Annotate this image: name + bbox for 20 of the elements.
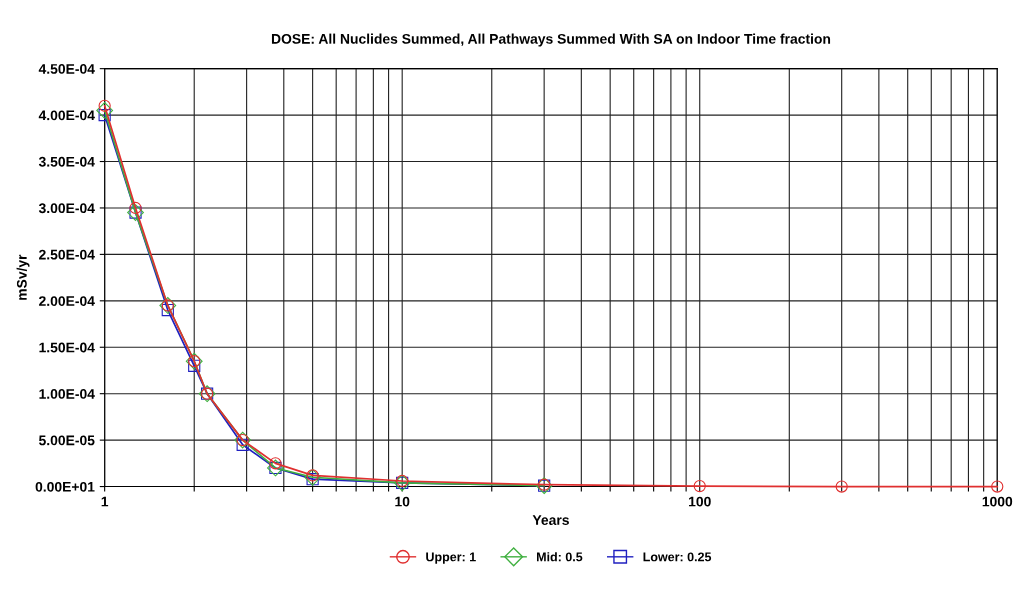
y-tick-label: 2.50E-04 <box>39 249 95 260</box>
y-tick-label: 5.00E-05 <box>38 435 95 446</box>
y-tick-label: 0.00E+01 <box>35 481 95 492</box>
y-tick-label: 2.00E-04 <box>39 296 95 306</box>
y-tick-label: 4.50E-04 <box>38 63 95 74</box>
x-axis-title: Years <box>532 515 569 525</box>
x-tick-label: 100 <box>689 496 711 507</box>
legend-label: Mid: 0.5 <box>537 552 583 562</box>
y-tick-label: 4.00E-04 <box>38 110 95 121</box>
legend-label: Lower: 0.25 <box>643 552 712 562</box>
x-tick-label: 1 <box>101 496 109 507</box>
y-axis-title: mSv/yr <box>16 254 30 300</box>
x-tick-label: 10 <box>395 496 410 507</box>
chart-title: DOSE: All Nuclides Summed, All Pathways Summed With SA on Indoor Time fraction <box>271 33 831 47</box>
legend-label: Upper: 1 <box>426 552 476 564</box>
y-tick-label: 3.00E-04 <box>38 203 95 214</box>
x-tick-label: 1000 <box>982 496 1013 507</box>
y-tick-label: 1.00E-04 <box>39 389 95 399</box>
y-tick-label: 3.50E-04 <box>38 156 95 167</box>
y-tick-label: 1.50E-04 <box>39 342 95 353</box>
